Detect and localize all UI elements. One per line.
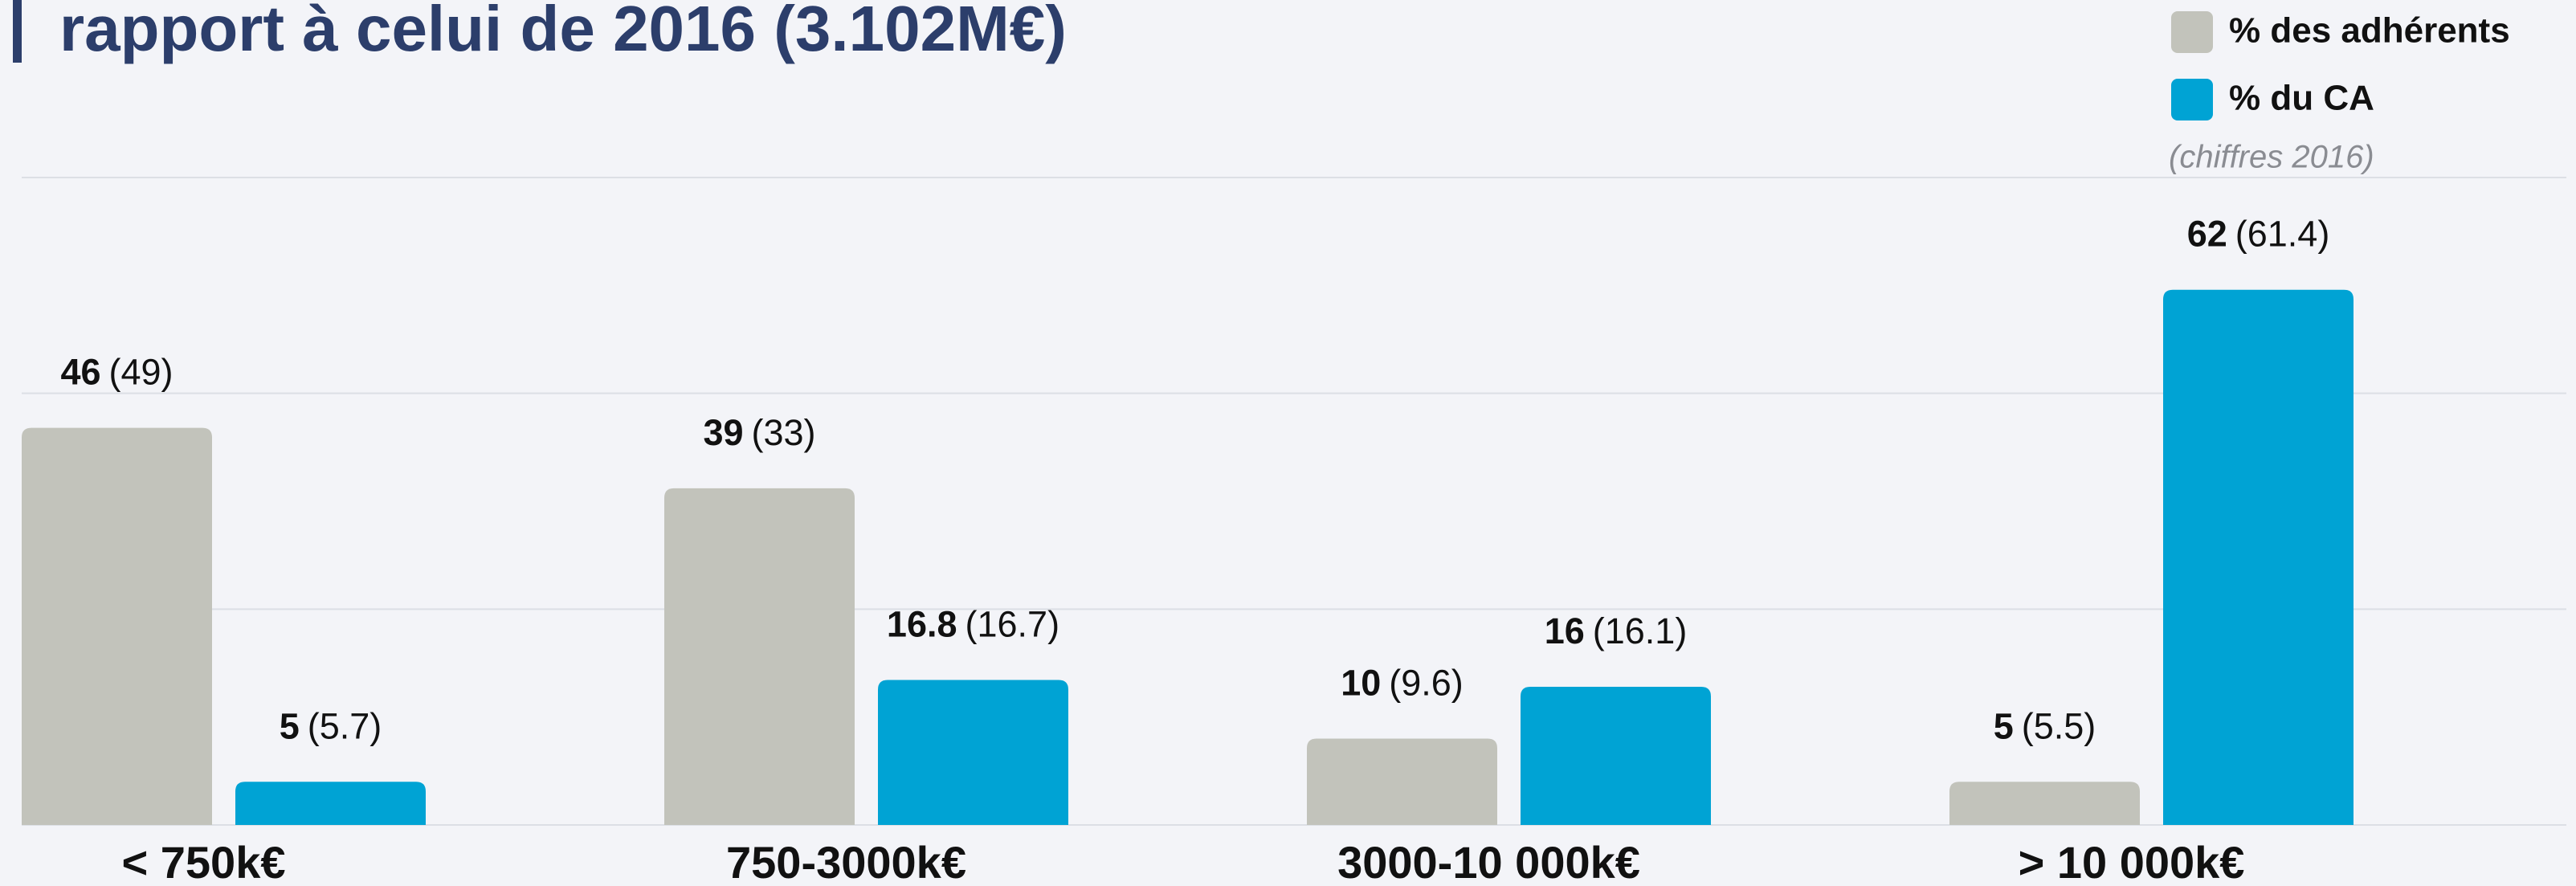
value-label: 16.8 (16.7) [887,603,1059,644]
value-label: 62 (61.4) [2187,214,2330,255]
previous-value: (5.5) [2022,705,2096,746]
legend-label: % du CA [2229,79,2374,118]
value: 39 [703,412,743,453]
value: 16.8 [887,603,957,644]
x-tick-label: > 10 000k€ [2019,837,2245,886]
bar [1521,687,1711,825]
bar [2163,289,2354,825]
x-tick-label: < 750k€ [122,837,286,886]
bar [1307,738,1497,825]
value: 5 [1994,705,2014,746]
x-tick-label: 3000-10 000k€ [1337,837,1640,886]
previous-value: (5.7) [308,705,382,746]
legend-swatch [2171,79,2213,120]
bar [878,680,1068,825]
bar [1949,782,2140,825]
title-accent [13,0,22,63]
value-label: 5 (5.5) [1994,705,2096,746]
previous-value: (33) [752,412,816,453]
legend-label: % des adhérents [2229,11,2510,51]
chart-title: rapport à celui de 2016 (3.102M€) [59,0,1067,64]
value-label: 10 (9.6) [1341,662,1464,703]
value: 5 [280,705,300,746]
legend-note: (chiffres 2016) [2169,140,2374,175]
value: 46 [60,352,100,393]
legend-swatch [2171,11,2213,53]
value-label: 46 (49) [60,352,173,393]
bar [22,427,212,825]
value: 16 [1545,610,1585,651]
previous-value: (9.6) [1389,662,1464,703]
value-label: 39 (33) [703,412,815,453]
bar [235,782,426,825]
value-label: 16 (16.1) [1545,610,1688,651]
value-label: 5 (5.7) [280,705,382,746]
previous-value: (61.4) [2235,214,2330,255]
previous-value: (16.1) [1593,610,1688,651]
previous-value: (49) [109,352,174,393]
previous-value: (16.7) [965,603,1060,644]
x-tick-label: 750-3000k€ [726,837,966,886]
value: 62 [2187,214,2227,255]
value: 10 [1341,662,1381,703]
bar [664,488,855,825]
